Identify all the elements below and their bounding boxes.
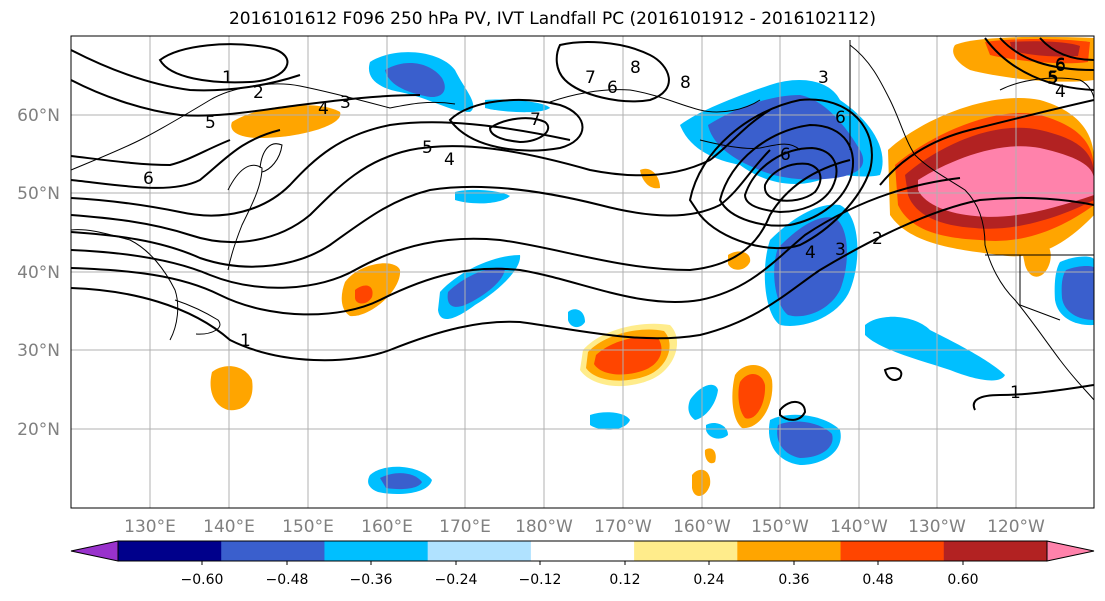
lon-label: 150°E (282, 517, 334, 537)
latitude-labels: 60°N 50°N 40°N 30°N 20°N (17, 106, 60, 440)
colorbar-outline (117, 540, 1048, 562)
contour-label: 6 (1055, 55, 1066, 75)
contour-label: 5 (422, 138, 433, 158)
colorbar-segment (530, 541, 635, 561)
contour-label: 7 (530, 110, 541, 130)
colorbar-segment (634, 541, 738, 561)
contour-label: 6 (143, 169, 154, 189)
contour-label: 6 (1055, 56, 1066, 76)
contour-label: 6 (780, 145, 791, 165)
lat-label: 30°N (17, 341, 60, 361)
contour-label: 3 (835, 240, 846, 260)
colorbar-extend-max (1046, 540, 1095, 562)
lon-label: 140°E (203, 517, 255, 537)
contour-label: 4 (318, 99, 329, 119)
lon-label: 130°E (124, 517, 176, 537)
lon-label: 170°E (439, 517, 491, 537)
colorbar-segment (943, 541, 1048, 561)
pv-contours (71, 37, 1094, 421)
contour-label: 6 (835, 108, 846, 128)
lon-label: 160°W (673, 517, 731, 537)
colorbar-extend-min (70, 540, 119, 562)
contour-label: 7 (585, 68, 596, 88)
contour-label: 6 (607, 78, 618, 98)
contour-label: 2 (253, 83, 264, 103)
colorbar-segment (324, 541, 429, 561)
colorbar-tick-label: −0.36 (350, 572, 393, 588)
contour-label: 1 (222, 68, 233, 88)
lat-label: 40°N (17, 263, 60, 283)
colorbar-ticks (201, 561, 964, 565)
lon-label: 150°W (751, 517, 809, 537)
colorbar-segment (221, 541, 325, 561)
longitude-labels: 130°E 140°E 150°E 160°E 170°E 180°W 170°… (124, 517, 1045, 537)
contour-label: 8 (630, 58, 641, 78)
colorbar-tick-label: 0.36 (778, 572, 809, 588)
contour-label: 5 (205, 113, 216, 133)
lon-label: 120°W (987, 517, 1045, 537)
map-area: 1 2 5 4 3 7 8 6 6 3 5 4 7 6 8 6 6 5 4 3 … (71, 36, 1094, 508)
lat-label: 20°N (17, 420, 60, 440)
map-frame (70, 35, 1095, 509)
contour-label: 1 (1010, 383, 1021, 403)
colorbar-segment (427, 541, 532, 561)
colorbar-tick-label: 0.60 (947, 572, 978, 588)
lon-label: 140°W (830, 517, 888, 537)
colorbar: −0.60 −0.48 −0.36 −0.24 −0.12 0.12 0.24 … (70, 540, 1095, 588)
graticule (71, 36, 1094, 508)
colorbar-tick-label: 0.12 (609, 572, 640, 588)
contour-label: 5 (1048, 68, 1059, 88)
figure-title: 2016101612 F096 250 hPa PV, IVT Landfall… (228, 9, 876, 29)
contour-label: 2 (872, 229, 883, 249)
colorbar-tick-label: −0.48 (266, 572, 309, 588)
lon-label: 160°E (361, 517, 413, 537)
contour-label: 5 (1047, 69, 1058, 89)
colorbar-tick-label: −0.24 (435, 572, 478, 588)
contour-label: 4 (1055, 82, 1066, 102)
lon-label: 180°W (515, 517, 573, 537)
contour-label: 3 (818, 68, 829, 88)
contour-label: 4 (444, 150, 455, 170)
colorbar-tick-label: −0.60 (181, 572, 224, 588)
lat-label: 50°N (17, 184, 60, 204)
colorbar-segment (118, 541, 222, 561)
colorbar-segment (840, 541, 945, 561)
lon-label: 130°W (908, 517, 966, 537)
colorbar-tick-labels: −0.60 −0.48 −0.36 −0.24 −0.12 0.12 0.24 … (181, 572, 979, 588)
colorbar-tick-label: −0.12 (519, 572, 562, 588)
contour-label: 8 (680, 73, 691, 93)
lon-label: 170°W (594, 517, 652, 537)
colorbar-tick-label: 0.24 (693, 572, 724, 588)
colorbar-tick-label: 0.48 (862, 572, 893, 588)
coastlines (71, 40, 1094, 401)
contour-label: 1 (240, 331, 251, 351)
colorbar-segment (737, 541, 842, 561)
lat-label: 60°N (17, 106, 60, 126)
contour-labels: 1 2 5 4 3 7 8 6 6 3 5 4 7 6 8 6 6 5 4 3 … (143, 55, 1066, 403)
contour-label: 4 (805, 243, 816, 263)
contour-label: 3 (340, 93, 351, 113)
